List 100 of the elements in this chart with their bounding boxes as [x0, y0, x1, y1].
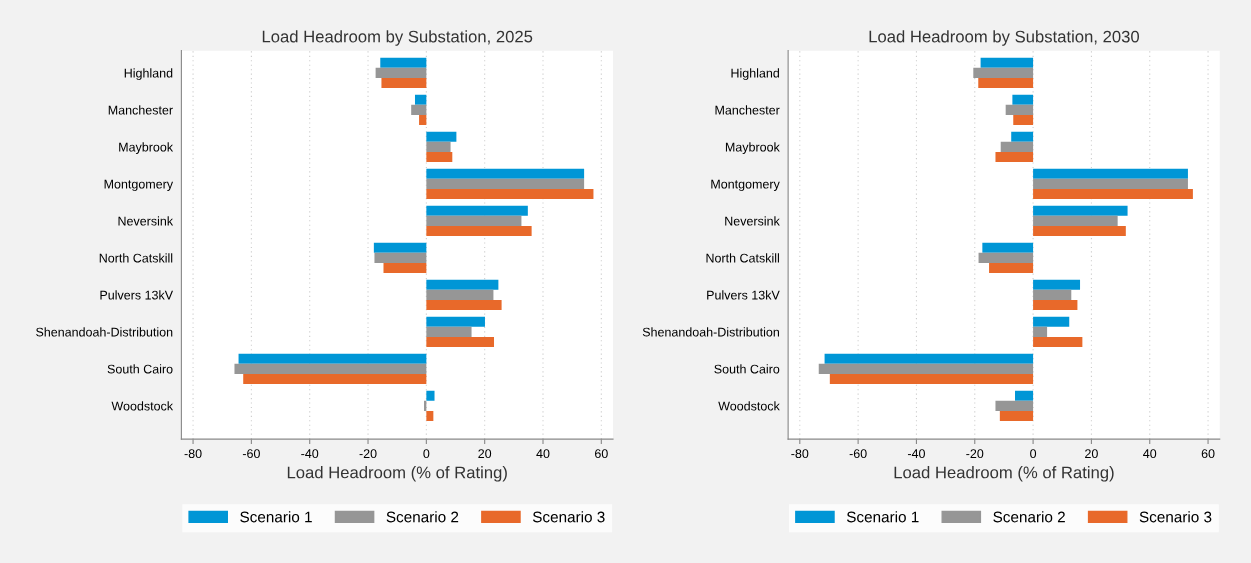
x-tick-label: 0 [423, 449, 430, 459]
bar [1033, 205, 1128, 216]
bar [818, 363, 1034, 374]
bar [1013, 114, 1034, 126]
bar [411, 104, 427, 115]
x-tick-label: 40 [1143, 449, 1157, 459]
bar [1012, 94, 1034, 105]
bar [381, 77, 427, 89]
bar [414, 94, 427, 105]
legend-label: Scenario 1 [846, 511, 919, 523]
x-tick-label: -60 [849, 449, 867, 459]
y-tick-label: Pulvers 13kV [707, 290, 780, 300]
x-tick-label: -80 [791, 449, 809, 459]
x-tick-label: 0 [1030, 449, 1037, 459]
y-tick-label: Montgomery [104, 179, 174, 191]
bar [973, 67, 1034, 78]
bar [829, 373, 1034, 385]
bar [243, 373, 427, 385]
x-tick-label: 40 [536, 449, 550, 459]
bar [426, 168, 585, 179]
bar [426, 225, 532, 237]
x-tick-label: 60 [1201, 449, 1215, 459]
bar [238, 353, 427, 364]
x-tick-label: -20 [359, 449, 377, 459]
x-axis-title: Load Headroom (% of Rating) [287, 466, 507, 482]
x-tick-label: -80 [184, 449, 202, 459]
bar [1011, 131, 1034, 142]
bar [374, 252, 427, 263]
bar [383, 262, 427, 274]
bar [1015, 390, 1034, 401]
y-tick-label: Highland [731, 68, 779, 80]
bar [426, 131, 457, 142]
bar [426, 178, 585, 189]
bar [426, 205, 528, 216]
bar [1033, 336, 1083, 348]
bar [1000, 141, 1034, 152]
legend-label: Scenario 1 [240, 511, 312, 523]
y-tick-label: Manchester [108, 105, 173, 115]
y-tick-label: South Cairo [714, 364, 780, 374]
bar [380, 57, 427, 68]
bar [1033, 168, 1188, 179]
y-tick-label: Pulvers 13kV [100, 290, 174, 300]
y-tick-label: Neversink [118, 216, 174, 226]
y-tick-label: Shenandoah-Distribution [642, 327, 779, 337]
bar [426, 390, 435, 401]
bar [1033, 225, 1126, 237]
bar [426, 410, 434, 422]
x-tick-label: -60 [242, 449, 260, 459]
bar [426, 316, 485, 327]
y-tick-label: Shenandoah-Distribution [36, 327, 173, 337]
bar [1033, 188, 1193, 200]
bar [824, 353, 1034, 364]
chart-title: Load Headroom by Substation, 2025 [262, 30, 533, 46]
bar [419, 114, 427, 126]
bar [995, 400, 1034, 411]
y-tick-label: Neversink [725, 216, 780, 226]
y-tick-label: Woodstock [111, 401, 174, 411]
bar [426, 141, 451, 152]
bar [426, 326, 472, 337]
bar [426, 289, 494, 300]
bar [426, 336, 495, 348]
bar [1033, 299, 1078, 311]
bar [989, 262, 1034, 274]
bar [426, 151, 453, 163]
bar [1033, 289, 1072, 300]
x-tick-label: -20 [966, 449, 984, 459]
y-tick-label: Woodstock [718, 401, 780, 411]
bar [1005, 104, 1034, 115]
y-tick-label: Manchester [715, 105, 780, 115]
bar [373, 242, 427, 253]
bar [999, 410, 1034, 422]
bar [995, 151, 1034, 163]
bar [1033, 215, 1118, 226]
chart-title: Load Headroom by Substation, 2030 [869, 30, 1140, 46]
x-axis-title: Load Headroom (% of Rating) [894, 466, 1114, 482]
y-tick-label: Montgomery [711, 179, 780, 191]
bar [426, 215, 522, 226]
x-tick-label: 20 [1085, 449, 1098, 459]
legend-label: Scenario 2 [993, 511, 1065, 523]
x-tick-label: 60 [595, 449, 608, 459]
y-tick-label: South Cairo [107, 364, 173, 374]
y-tick-label: Maybrook [119, 142, 174, 154]
bar [980, 57, 1034, 68]
bar [375, 67, 427, 78]
bar [1033, 279, 1081, 290]
bar [978, 252, 1034, 263]
bar [978, 77, 1034, 89]
legend-label: Scenario 3 [532, 511, 605, 523]
y-tick-label: Highland [124, 68, 173, 80]
bar [1033, 316, 1070, 327]
bar [426, 188, 594, 200]
bar [426, 299, 502, 311]
x-tick-label: -40 [907, 449, 925, 459]
x-tick-label: 20 [478, 449, 492, 459]
x-tick-label: -40 [301, 449, 319, 459]
legend-label: Scenario 3 [1139, 511, 1212, 523]
bar [982, 242, 1034, 253]
bar [1033, 178, 1188, 189]
y-tick-label: Maybrook [725, 142, 780, 154]
bar [1033, 326, 1048, 337]
